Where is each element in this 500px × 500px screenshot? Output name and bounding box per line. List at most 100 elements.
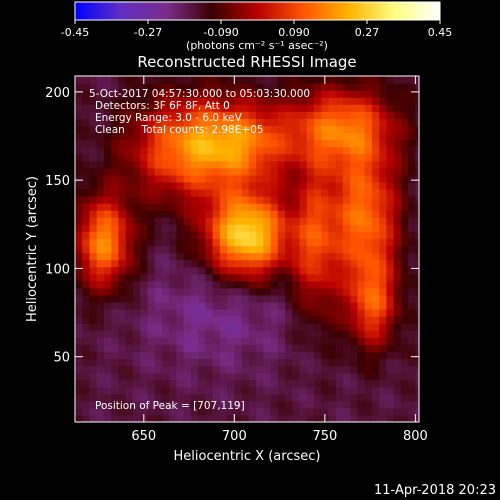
heatmap-cell (198, 358, 206, 367)
heatmap-cell (256, 76, 264, 84)
heatmap-cell (248, 210, 257, 218)
heatmap-cell (248, 266, 257, 275)
heatmap-cell (183, 76, 192, 84)
heatmap-cell (118, 252, 127, 261)
heatmap-cell (190, 280, 199, 289)
heatmap-cell (270, 210, 279, 218)
heatmap-cell (408, 414, 416, 422)
heatmap-cell (147, 76, 156, 84)
heatmap-cell (89, 301, 98, 310)
heatmap-cell (386, 294, 395, 303)
heatmap-cell (82, 358, 91, 367)
heatmap-cell (140, 139, 149, 148)
colorbar-tick-label: 0.27 (355, 26, 380, 39)
heatmap-cell (132, 139, 141, 148)
heatmap-cell (205, 344, 214, 352)
heatmap-cell (256, 203, 264, 211)
heatmap-cell (342, 160, 351, 169)
heatmap-cell (270, 316, 279, 324)
heatmap-cell (75, 132, 83, 141)
heatmap-cell (176, 316, 185, 324)
heatmap-cell (306, 90, 315, 98)
heatmap-cell (140, 287, 149, 296)
heatmap-cell (212, 188, 221, 197)
heatmap-cell (241, 174, 250, 183)
heatmap-cell (161, 245, 170, 254)
heatmap-cell (234, 393, 243, 402)
heatmap-cell (125, 111, 134, 119)
heatmap-cell (342, 294, 351, 303)
heatmap-cell (328, 301, 337, 310)
heatmap-cell (75, 224, 83, 232)
heatmap-cell (364, 252, 373, 261)
heatmap-cell (248, 358, 257, 367)
heatmap-cell (75, 309, 83, 317)
heatmap-cell (82, 104, 91, 112)
heatmap-cell (328, 365, 337, 374)
heatmap-cell (118, 245, 127, 254)
heatmap-cell (408, 231, 416, 240)
heatmap-cell (205, 351, 214, 360)
heatmap-cell (263, 146, 272, 155)
heatmap-cell (212, 344, 221, 352)
heatmap-cell (154, 118, 163, 127)
heatmap-cell (328, 323, 337, 331)
heatmap-cell (212, 181, 221, 190)
heatmap-cell (89, 344, 98, 352)
heatmap-cell (415, 217, 419, 225)
heatmap-cell (415, 273, 419, 282)
heatmap-cell (335, 316, 344, 324)
heatmap-cell (82, 118, 91, 127)
heatmap-cell (350, 330, 359, 338)
heatmap-cell (350, 309, 359, 317)
heatmap-cell (306, 252, 315, 261)
heatmap-cell (256, 118, 264, 127)
heatmap-cell (306, 337, 315, 345)
heatmap-cell (393, 372, 402, 381)
heatmap-cell (96, 111, 105, 119)
heatmap-cell (125, 407, 134, 416)
heatmap-cell (241, 224, 250, 232)
heatmap-cell (342, 167, 351, 176)
heatmap-cell (75, 238, 83, 247)
heatmap-cell (415, 386, 419, 395)
heatmap-cell (125, 393, 134, 402)
heatmap-cell (75, 245, 83, 254)
heatmap-cell (111, 203, 120, 211)
heatmap-cell (328, 217, 337, 225)
heatmap-cell (89, 188, 98, 197)
heatmap-cell (364, 160, 373, 169)
heatmap-cell (96, 316, 105, 324)
heatmap-cell (198, 97, 206, 105)
heatmap-cell (227, 174, 235, 183)
heatmap-cell (219, 210, 228, 218)
heatmap-cell (379, 196, 388, 204)
heatmap-cell (335, 231, 344, 240)
heatmap-cell (241, 344, 250, 352)
heatmap-cell (400, 104, 409, 112)
heatmap-cell (277, 294, 286, 303)
footer-timestamp: 11-Apr-2018 20:23 (374, 483, 496, 498)
heatmap-cell (292, 330, 301, 338)
heatmap-cell (147, 316, 156, 324)
heatmap-cell (89, 316, 98, 324)
heatmap-cell (386, 132, 395, 141)
heatmap-cell (335, 414, 344, 422)
heatmap-cell (393, 104, 402, 112)
heatmap-cell (89, 146, 98, 155)
heatmap-cell (306, 259, 315, 268)
heatmap-cell (190, 83, 199, 91)
heatmap-cell (313, 210, 322, 218)
heatmap-cell (400, 400, 409, 409)
heatmap-cell (350, 358, 359, 367)
heatmap-cell (386, 358, 395, 367)
heatmap-cell (103, 132, 112, 141)
heatmap-cell (292, 153, 301, 162)
heatmap-cell (147, 132, 156, 141)
heatmap-cell (306, 153, 315, 162)
heatmap-cell (75, 111, 83, 119)
heatmap-cell (89, 259, 98, 268)
heatmap-cell (140, 344, 149, 352)
heatmap-cell (89, 351, 98, 360)
heatmap-cell (292, 203, 301, 211)
